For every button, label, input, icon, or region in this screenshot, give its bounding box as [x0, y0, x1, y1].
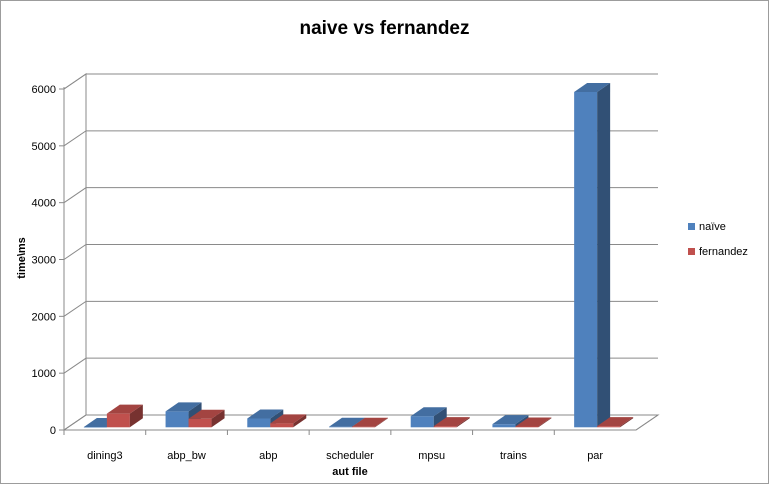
bar-top [492, 415, 529, 425]
bar-front [165, 411, 189, 428]
gridline [63, 414, 658, 431]
y-tick-label: 0 [50, 425, 56, 437]
x-tick-label: par [587, 450, 603, 462]
bar-top [410, 407, 447, 417]
legend-swatch [688, 248, 695, 255]
gridline [63, 130, 658, 147]
bar-naïve-par [574, 82, 611, 428]
bar-side [129, 404, 143, 428]
bar-front [492, 424, 516, 428]
y-tick-label: 4000 [32, 198, 56, 210]
bar-front [270, 423, 294, 428]
bar-side [211, 409, 225, 428]
bar-top [597, 417, 634, 427]
gridline [63, 357, 658, 374]
bar-top [329, 417, 365, 427]
bar-top [106, 404, 143, 414]
bar-fernandez-dining3 [106, 404, 143, 428]
bar-top [165, 402, 202, 412]
gridlines [59, 73, 659, 435]
bar-top [352, 417, 388, 427]
bar-fernandez-par [597, 417, 634, 428]
bar-top [247, 409, 284, 419]
bar-top [433, 417, 470, 427]
bar-front [83, 427, 107, 428]
bar-front [574, 91, 598, 428]
bar-side [620, 417, 634, 428]
bar-side [433, 407, 447, 428]
bar-top [188, 409, 225, 419]
bar-front [515, 426, 539, 428]
bar-top [270, 414, 307, 424]
x-tick-label: mpsu [418, 450, 445, 462]
chart-walls [62, 73, 660, 431]
x-tick-label: abp_bw [167, 450, 206, 462]
bar-front [597, 426, 621, 428]
bar-side [375, 417, 388, 428]
legend-label: naïve [699, 221, 726, 233]
legend-swatch [688, 223, 695, 230]
chart-title: naive vs fernandez [299, 18, 470, 39]
legend-label: fernandez [699, 246, 748, 258]
gridline [63, 187, 658, 204]
bar-fernandez-scheduler [352, 417, 388, 428]
x-axis-ticks: dining3 abp_bw abp scheduler mpsu trains par [87, 450, 603, 462]
x-tick-label: abp [259, 450, 277, 462]
x-tick-label: dining3 [87, 450, 122, 462]
bar-fernandez-mpsu [433, 417, 470, 428]
bar-fernandez-abp_bw [188, 409, 225, 428]
bars [83, 82, 634, 428]
bar-front [329, 426, 352, 428]
bar-fernandez-trains [515, 417, 552, 428]
bar-side [456, 417, 470, 428]
gridline [63, 244, 658, 260]
y-axis-ticks: 0 1000 2000 3000 4000 5000 6000 [32, 84, 56, 437]
x-tick-label: trains [500, 450, 527, 462]
x-tick-label: scheduler [326, 450, 374, 462]
y-tick-label: 2000 [32, 311, 56, 323]
bar-side [293, 414, 307, 428]
x-axis-label: aut file [332, 466, 367, 478]
bar-side [597, 82, 611, 428]
gridline [63, 73, 658, 90]
floor-edge [635, 414, 659, 431]
gridline [63, 300, 658, 317]
bar-front [188, 418, 212, 428]
bar-fernandez-abp [270, 414, 307, 428]
bar-front [247, 418, 271, 428]
bar-side [538, 417, 552, 428]
bar-naïve-mpsu [410, 407, 447, 428]
bar-front [433, 426, 457, 428]
bar-top [574, 82, 611, 92]
y-tick-label: 3000 [32, 255, 56, 267]
y-tick-label: 6000 [32, 84, 56, 96]
y-tick-label: 5000 [32, 141, 56, 153]
legend: naïve fernandez [688, 221, 748, 258]
y-axis-label: time\ms [16, 237, 28, 279]
bar-front [106, 413, 130, 428]
bar-front [352, 426, 375, 428]
bar-top [515, 417, 552, 427]
y-tick-label: 1000 [32, 368, 56, 380]
bar-front [410, 416, 434, 428]
